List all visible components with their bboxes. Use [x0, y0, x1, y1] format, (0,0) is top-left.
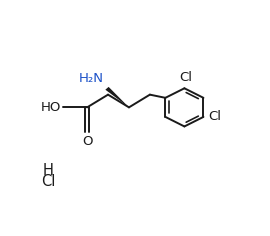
Text: O: O — [82, 135, 92, 148]
Text: Cl: Cl — [41, 174, 56, 189]
Text: HO: HO — [41, 101, 61, 114]
Text: H₂N: H₂N — [79, 72, 104, 85]
Text: Cl: Cl — [209, 110, 222, 123]
Polygon shape — [105, 87, 129, 107]
Text: Cl: Cl — [179, 71, 192, 84]
Text: H: H — [43, 164, 54, 178]
